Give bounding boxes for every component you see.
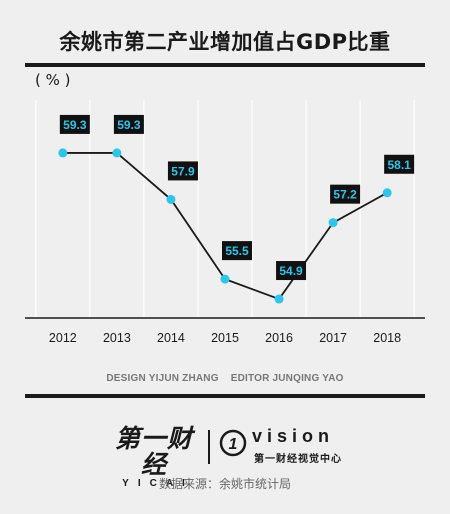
data-label-box: [330, 184, 361, 204]
data-point: [274, 294, 284, 304]
data-point: [220, 274, 230, 284]
line-chart: 59.3 2012 59.3 2013 57.9 2014 55.5 2015 54.9 2016…: [25, 100, 425, 345]
data-label: 58.1: [387, 158, 411, 172]
x-tick-label: 2016: [265, 331, 293, 345]
data-label-box: [59, 114, 90, 134]
yicai-logo: 第一财经 YICAI: [106, 426, 202, 490]
data-point: [328, 218, 338, 228]
top-rule: [25, 63, 425, 67]
data-label: 57.2: [333, 188, 357, 202]
data-label-box: [113, 114, 144, 134]
x-tick-label: 2017: [319, 331, 347, 345]
data-source: 数据来源：余姚市统计局: [158, 477, 291, 491]
data-point: [112, 148, 122, 158]
chart-title: 余姚市第二产业增加值占GDP比重: [59, 30, 391, 54]
vision-logo-cn: 第一财经视觉中心: [254, 454, 342, 465]
editor-credit: EDITOR JUNQING YAO: [230, 373, 344, 384]
vision-logo-en: vision: [252, 426, 335, 446]
data-label-box: [276, 261, 307, 281]
logo-divider: [208, 430, 210, 464]
x-tick-label: 2014: [157, 331, 185, 345]
data-label: 57.9: [171, 164, 195, 178]
design-credit: DESIGN YIJUN ZHANG: [106, 373, 219, 384]
data-label: 54.9: [279, 264, 303, 278]
x-tick-label: 2018: [373, 331, 401, 345]
data-point: [58, 148, 68, 158]
vision-mark-text: 1: [229, 436, 238, 453]
bottom-rule: [25, 394, 425, 398]
data-label-box: [222, 241, 252, 261]
data-label: 55.5: [225, 244, 249, 258]
credits: DESIGN YIJUN ZHANG EDITOR JUNQING YAO: [0, 373, 450, 384]
x-tick-label: 2013: [103, 331, 131, 345]
unit-label: ( % ): [35, 71, 71, 89]
data-label: 59.3: [63, 118, 87, 132]
yicai-logo-en: YICAI: [122, 478, 194, 489]
vision-mark-icon: 1: [219, 429, 247, 457]
data-label: 59.3: [117, 118, 141, 132]
data-point: [166, 194, 176, 204]
x-tick-label: 2012: [49, 331, 77, 345]
data-point: [382, 188, 392, 198]
yicai-logo-cn: 第一财经: [114, 424, 193, 479]
x-tick-label: 2015: [211, 331, 239, 345]
data-label-box: [167, 161, 198, 181]
data-label-box: [384, 154, 415, 174]
